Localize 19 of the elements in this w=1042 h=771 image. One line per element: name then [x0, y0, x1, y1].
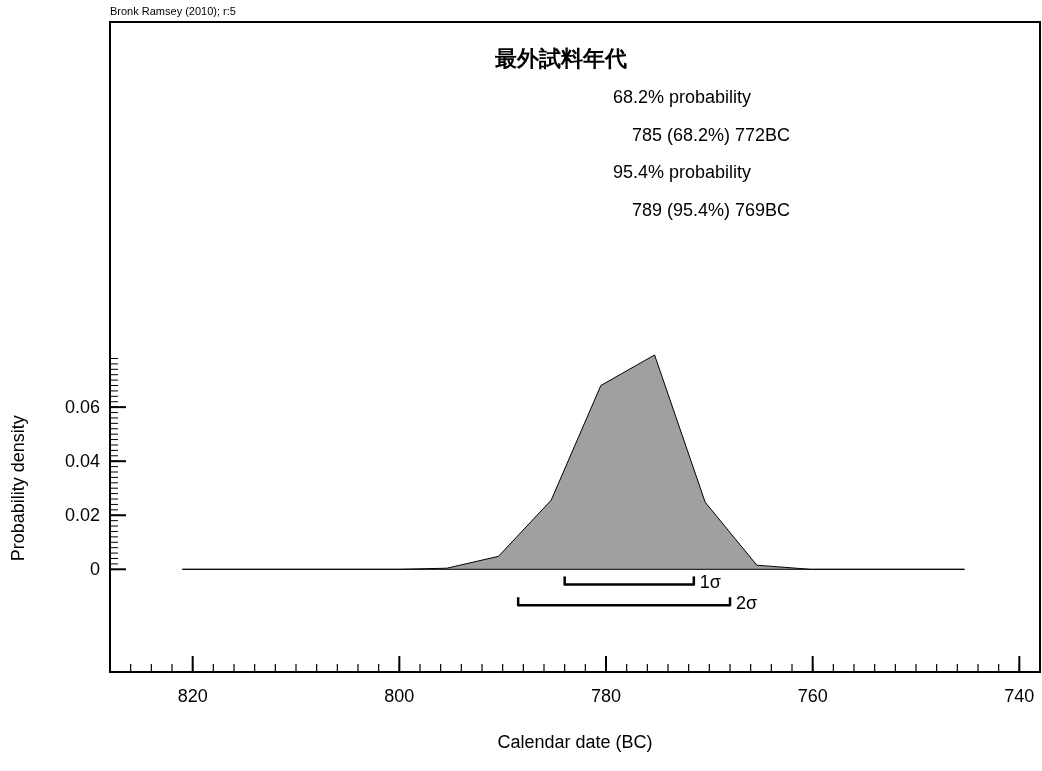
annotation: 95.4% probability [613, 162, 752, 182]
x-tick-label: 780 [590, 686, 622, 706]
y-tick-label: 0.02 [64, 505, 100, 526]
x-tick-label: 820 [177, 686, 208, 706]
x-tick-label: 740 [1004, 686, 1035, 706]
annotation: 68.2% probability [613, 87, 752, 107]
y-tick-label: 0.06 [64, 397, 100, 418]
y-tick-label: 0.04 [64, 451, 100, 472]
annotation: 1σ [699, 572, 721, 593]
y-axis-title: Probability density [8, 415, 28, 562]
text: Bronk Ramsey (2010); r:5 [110, 5, 236, 17]
x-tick-label: 760 [797, 686, 828, 706]
text: 最外試料年代 [494, 46, 627, 71]
y-tick-label: 0 [89, 559, 100, 580]
x-tick-label: 800 [384, 686, 415, 706]
annotation: 2σ [736, 593, 758, 614]
annotation: 785 (68.2%) 772BC [632, 124, 791, 145]
annotation: 789 (95.4%) 769BC [632, 199, 791, 220]
x-axis-title: Calendar date (BC) [497, 732, 653, 752]
